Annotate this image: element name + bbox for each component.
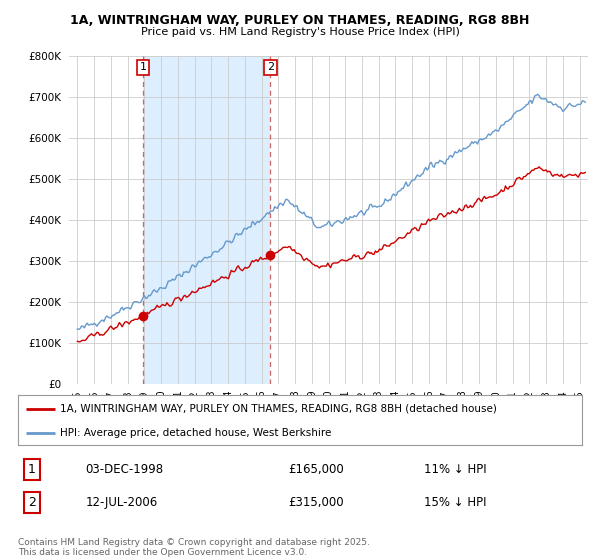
Text: 1A, WINTRINGHAM WAY, PURLEY ON THAMES, READING, RG8 8BH: 1A, WINTRINGHAM WAY, PURLEY ON THAMES, R… <box>70 14 530 27</box>
Text: 12-JUL-2006: 12-JUL-2006 <box>86 496 158 509</box>
Text: £315,000: £315,000 <box>289 496 344 509</box>
Text: Contains HM Land Registry data © Crown copyright and database right 2025.
This d: Contains HM Land Registry data © Crown c… <box>18 538 370 557</box>
Text: 2: 2 <box>28 496 36 509</box>
Text: HPI: Average price, detached house, West Berkshire: HPI: Average price, detached house, West… <box>60 428 332 437</box>
Text: 15% ↓ HPI: 15% ↓ HPI <box>424 496 487 509</box>
Text: 1: 1 <box>139 63 146 72</box>
Text: £165,000: £165,000 <box>289 463 344 476</box>
Text: 03-DEC-1998: 03-DEC-1998 <box>86 463 164 476</box>
Text: 1A, WINTRINGHAM WAY, PURLEY ON THAMES, READING, RG8 8BH (detached house): 1A, WINTRINGHAM WAY, PURLEY ON THAMES, R… <box>60 404 497 414</box>
Bar <box>143 56 271 384</box>
Text: 11% ↓ HPI: 11% ↓ HPI <box>424 463 487 476</box>
Text: 2: 2 <box>267 63 274 72</box>
Text: Price paid vs. HM Land Registry's House Price Index (HPI): Price paid vs. HM Land Registry's House … <box>140 27 460 37</box>
Text: 1: 1 <box>28 463 36 476</box>
